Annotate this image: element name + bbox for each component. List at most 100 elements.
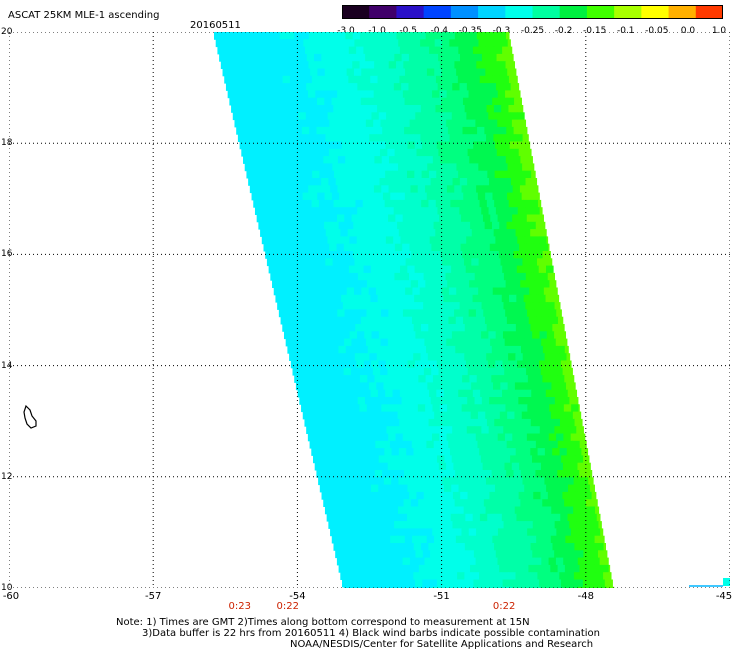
swath-cell [348,75,357,84]
swath-cell [354,39,363,48]
swath-cell [589,513,598,522]
swath-cell [583,521,592,529]
swath-cell [533,462,542,471]
swath-cell [464,448,473,456]
swath-cell [427,477,436,486]
swath-cell [354,258,363,267]
swath-cell [365,367,374,376]
swath-cell [410,185,419,194]
swath-cell [502,579,511,588]
swath-cell [297,389,306,398]
swath-cell [478,353,487,361]
swath-cell [474,491,483,500]
colorbar-label: -0.5 [399,26,417,36]
swath-cell [548,586,556,588]
swath-cell [454,404,463,413]
swath-cell [470,97,479,106]
swath-cell [437,112,445,121]
swath-cell [551,382,560,391]
swath-cell [262,207,271,215]
swath-cell [471,382,479,391]
swath-cell [265,221,274,230]
swath-cell [457,543,466,551]
colorbar-swatch [695,5,723,19]
swath-cell [492,192,501,201]
swath-cell [504,462,513,471]
swath-cell [341,265,350,274]
swath-cell [383,134,392,142]
swath-cell [393,331,402,340]
swath-cell [554,426,563,434]
swath-cell [387,272,395,281]
swath-cell [406,513,415,522]
swath-cell [377,170,386,179]
swath-cell [275,170,284,179]
swath-cell [286,156,295,164]
swath-cell [575,579,584,588]
swath-cell [354,163,363,172]
swath-cell [517,141,525,150]
swath-cell [446,214,455,223]
swath-cell [454,499,463,507]
swath-cell [503,53,512,62]
swath-cell [388,404,397,413]
swath-cell [421,75,430,84]
swath-cell [598,521,602,529]
swath-cell [562,586,571,588]
swath-cell [380,214,389,223]
swath-cell [549,404,558,413]
swath-cell [256,214,265,223]
swath-cell [410,309,419,318]
swath-cell [250,32,259,40]
swath-cell [335,302,344,310]
swath-cell [485,287,494,296]
swath-cell [406,448,414,456]
swath-cell [349,550,358,559]
swath-cell [467,367,476,376]
swath-cell [462,345,471,354]
swath-cell [242,61,251,69]
swath-cell [526,148,532,157]
swath-cell [503,272,512,281]
swath-cell [546,579,555,588]
swath-cell [491,32,500,40]
swath-cell [441,192,450,201]
swath-cell [494,389,503,398]
swath-cell [374,470,383,478]
swath-cell [287,97,296,106]
island-outline [23,404,37,429]
swath-cell [314,462,323,471]
swath-cell [559,353,568,361]
swath-cell [530,294,539,303]
swath-cell [453,90,462,99]
swath-cell [524,141,531,150]
swath-cell [523,294,532,303]
swath-cell [336,491,344,500]
swath-cell [502,331,511,340]
swath-cell [416,148,425,157]
swath-cell [291,207,300,215]
swath-cell [430,178,439,186]
swath-cell [443,46,452,55]
swath-cell [511,586,520,588]
swath-cell [350,302,358,310]
swath-cell [293,61,302,69]
swath-cell [318,134,326,142]
swath-cell [461,404,470,413]
swath-cell [367,440,376,449]
swath-cell [449,258,458,267]
swath-cell [378,550,387,559]
swath-cell [300,119,308,128]
swath-cell [394,491,403,500]
swath-cell [386,112,394,121]
swath-cell [279,185,287,194]
swath-cell [274,105,283,113]
swath-cell [270,178,278,186]
swath-cell [217,46,226,55]
swath-cell [406,199,415,208]
swath-cell [352,375,361,383]
swath-cell [558,535,566,544]
swath-cell [435,448,444,456]
swath-cell [446,557,455,566]
swath-cell [456,477,465,486]
